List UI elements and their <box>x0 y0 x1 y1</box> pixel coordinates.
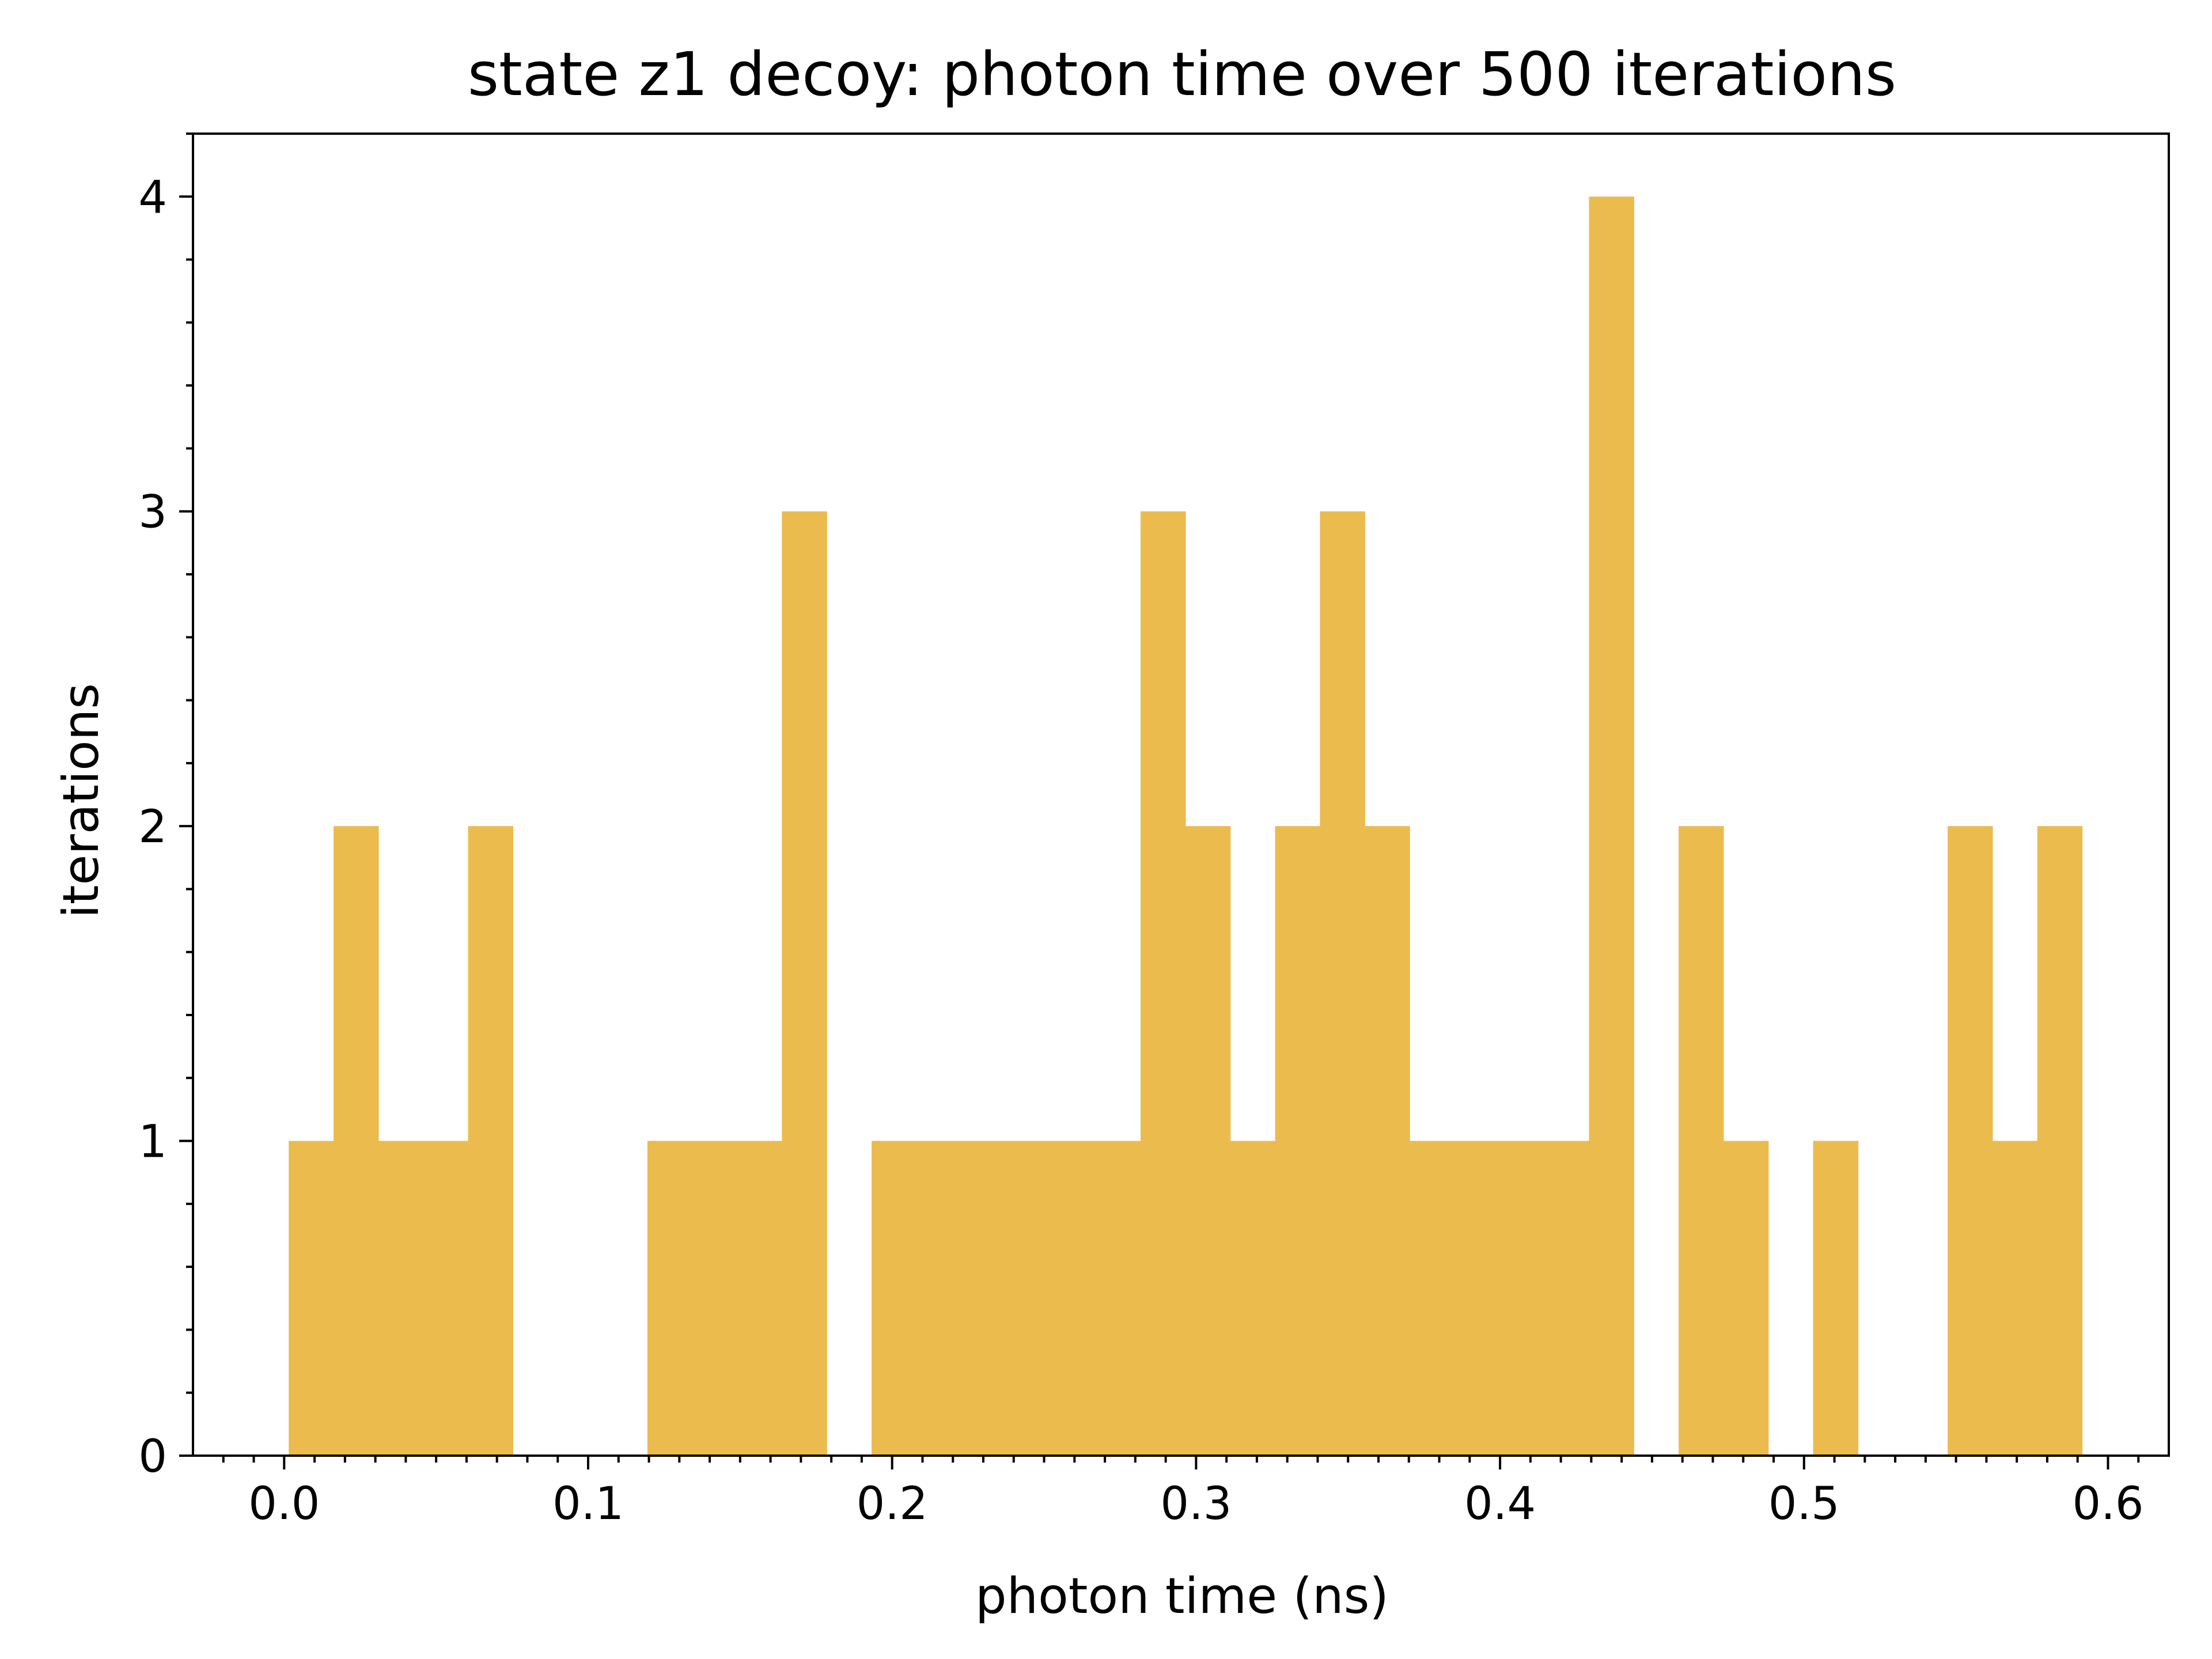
histogram-bar <box>1992 1141 2038 1456</box>
y-tick-label: 3 <box>138 487 167 539</box>
bars-layer <box>289 196 2083 1456</box>
histogram-bar <box>1589 196 1634 1456</box>
histogram-bar <box>872 1141 917 1456</box>
histogram-bar <box>334 826 379 1456</box>
histogram-bar <box>1410 1141 1455 1456</box>
ticks-layer: 0.0 0.1 0.2 0.3 0.4 0.5 0.6 0 1 2 3 4 <box>138 132 2143 1530</box>
x-tick-label: 0.3 <box>1160 1478 1232 1530</box>
histogram-bar <box>1454 1141 1500 1456</box>
histogram-bar <box>1813 1141 1859 1456</box>
histogram-bar <box>1275 826 1321 1456</box>
histogram-bar <box>468 826 513 1456</box>
histogram-bar <box>1499 1141 1545 1456</box>
x-tick-label: 0.2 <box>857 1478 928 1530</box>
y-tick-label: 4 <box>138 172 167 224</box>
histogram-bar <box>916 1141 962 1456</box>
x-tick-label: 0.4 <box>1464 1478 1536 1530</box>
histogram-bar <box>1230 1141 1276 1456</box>
x-tick-label: 0.1 <box>552 1478 624 1530</box>
histogram-bar <box>1185 826 1231 1456</box>
y-tick-label: 0 <box>138 1431 167 1483</box>
plot-frame <box>192 132 2170 1457</box>
y-axis-label: iterations <box>52 683 110 918</box>
histogram-bar <box>378 1141 424 1456</box>
histogram-bar <box>1320 511 1365 1456</box>
x-tick-label: 0.5 <box>1768 1478 1840 1530</box>
y-tick-label: 1 <box>138 1116 167 1168</box>
histogram-bar <box>289 1141 334 1456</box>
histogram-bar <box>782 511 827 1456</box>
histogram-bar <box>1544 1141 1590 1456</box>
x-tick-label: 0.6 <box>2072 1478 2143 1530</box>
histogram-bar <box>1006 1141 1052 1456</box>
histogram-bar <box>423 1141 469 1456</box>
histogram-bar <box>1723 1141 1769 1456</box>
x-tick-label: 0.0 <box>248 1478 320 1530</box>
x-axis-label: photon time (ns) <box>975 1567 1389 1625</box>
histogram-bar <box>2037 826 2083 1456</box>
histogram-bar <box>1948 826 1993 1456</box>
histogram-bar <box>692 1141 738 1456</box>
histogram-bar <box>1096 1141 1141 1456</box>
histogram-bar <box>647 1141 693 1456</box>
y-tick-label: 2 <box>138 801 167 853</box>
histogram-bar <box>1365 826 1410 1456</box>
histogram-bar <box>961 1141 1007 1456</box>
chart-title: state z1 decoy: photon time over 500 ite… <box>468 39 1896 109</box>
histogram-bar <box>1141 511 1186 1456</box>
histogram-bar <box>1679 826 1724 1456</box>
histogram-bar <box>1051 1141 1096 1456</box>
histogram-bar <box>737 1141 783 1456</box>
